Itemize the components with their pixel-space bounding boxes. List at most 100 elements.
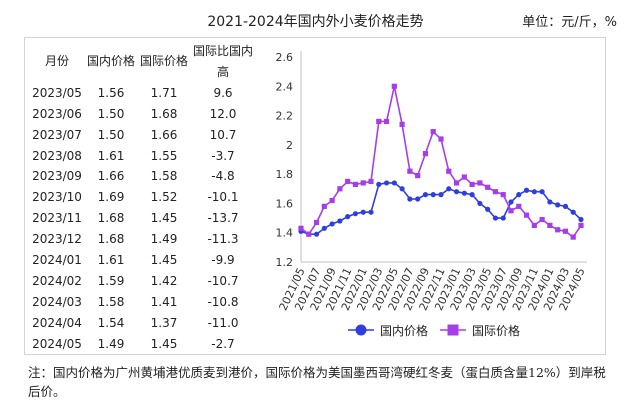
data-point (383, 118, 390, 125)
series-line-1 (300, 182, 582, 235)
table-cell: 1.66 (97, 169, 125, 184)
data-point (306, 231, 312, 237)
table-cell: 2023/06 (32, 106, 82, 121)
table-cell: 1.37 (150, 315, 178, 330)
data-point (298, 225, 304, 231)
data-point (562, 228, 569, 234)
y-tick-label: 1.8 (276, 168, 294, 181)
data-point (477, 200, 483, 207)
table-cell: 1.68 (150, 106, 178, 121)
table-cell: -11.3 (207, 232, 239, 247)
table-cell: 2024/01 (32, 253, 82, 268)
table-cell: 1.68 (97, 232, 125, 247)
data-point (329, 197, 335, 204)
table-cell: 1.56 (97, 85, 125, 100)
table-cell: 1.66 (150, 127, 178, 142)
data-point (422, 151, 429, 157)
data-point (485, 184, 491, 190)
data-point (345, 178, 351, 185)
data-point (352, 211, 359, 217)
data-point (555, 202, 561, 208)
table-cell: 1.55 (150, 148, 178, 163)
price-line-chart: 1.21.41.61.822.22.42.62021/052021/072021… (276, 51, 588, 338)
data-point (391, 83, 397, 89)
table-cell: 1.61 (97, 148, 125, 163)
content-frame (24, 37, 606, 355)
data-point (438, 192, 444, 198)
table-header-cell: 国际价格 (139, 54, 188, 69)
data-point (523, 212, 530, 218)
data-point (399, 186, 405, 192)
table-cell: 1.45 (150, 336, 178, 351)
data-point (469, 192, 475, 198)
data-point (422, 192, 429, 198)
table-cell: 1.71 (150, 85, 178, 100)
data-point (345, 214, 351, 220)
table-cell: 2023/09 (32, 169, 82, 184)
data-point (547, 222, 553, 228)
data-point (329, 221, 335, 227)
data-point (368, 209, 374, 215)
y-tick-label: 2.6 (276, 51, 294, 64)
data-point (415, 173, 421, 179)
table-row: 2024/05 1.49 1.45 -2.7 (28, 334, 254, 355)
table-row: 2024/04 1.54 1.37 -11.0 (28, 313, 254, 334)
table-cell: 1.68 (97, 211, 125, 226)
data-point (407, 168, 413, 174)
data-point (360, 209, 366, 215)
table-cell: -10.7 (207, 273, 239, 288)
table-header: 月份 国内价格 国际价格 国际比国内高 (28, 41, 254, 83)
unit-label: 单位：元/斤，% (522, 15, 617, 30)
data-point (508, 199, 514, 205)
table-row: 2024/03 1.58 1.41 -10.8 (28, 292, 254, 313)
data-point (570, 234, 576, 240)
data-point (539, 189, 545, 195)
data-point (578, 216, 584, 223)
table-cell: -10.1 (207, 190, 239, 205)
series-line-2 (300, 86, 582, 239)
table-cell: 12.0 (209, 106, 237, 121)
data-point (547, 199, 553, 205)
table-header-cell: 国内价格 (86, 54, 135, 69)
data-point (516, 203, 522, 209)
table-cell: 1.58 (150, 169, 178, 184)
data-point (508, 208, 514, 214)
table-cell: -2.7 (211, 336, 235, 351)
table-cell: 1.45 (150, 253, 178, 268)
data-point (539, 216, 545, 223)
table-cell: 2023/11 (32, 211, 82, 226)
table-row: 2023/05 1.56 1.71 9.6 (28, 83, 254, 104)
footnote: 注：国内价格为广州黄埔港优质麦到港价，国际价格为美国墨西哥湾硬红冬麦（蛋白质含量… (28, 365, 606, 399)
table-cell: -4.8 (211, 169, 235, 184)
table-cell: 1.41 (150, 294, 178, 309)
data-point (516, 192, 522, 198)
data-point (477, 180, 483, 186)
table-cell: 1.52 (150, 190, 178, 205)
table-cell: 1.49 (150, 232, 178, 247)
data-point (461, 174, 467, 180)
data-point (531, 222, 537, 228)
data-point (407, 196, 413, 202)
table-row: 2023/12 1.68 1.49 -11.3 (28, 229, 254, 250)
table-row: 2024/01 1.61 1.45 -9.9 (28, 250, 254, 271)
table-row: 2023/08 1.61 1.55 -3.7 (28, 146, 254, 167)
table-row: 2023/09 1.66 1.58 -4.8 (28, 166, 254, 187)
y-tick-label: 1.6 (276, 197, 294, 210)
data-point (500, 192, 506, 198)
data-point (376, 118, 382, 125)
table-header-cell: 月份 (44, 54, 69, 69)
table-cell: -11.0 (207, 315, 239, 330)
table-row: 2023/06 1.50 1.68 12.0 (28, 104, 254, 125)
y-tick-label: 2.2 (276, 110, 294, 123)
table-cell: 1.61 (97, 253, 125, 268)
legend-label: 国内价格 (380, 323, 428, 338)
data-point (376, 181, 382, 187)
data-point (570, 209, 576, 215)
legend-label: 国际价格 (472, 323, 520, 338)
y-tick-label: 1.2 (276, 256, 294, 269)
table-cell: 2023/10 (32, 190, 82, 205)
data-point (562, 203, 569, 209)
data-point (368, 178, 374, 185)
table-cell: 1.69 (97, 190, 125, 205)
table-row: 2024/02 1.59 1.42 -10.7 (28, 271, 254, 292)
